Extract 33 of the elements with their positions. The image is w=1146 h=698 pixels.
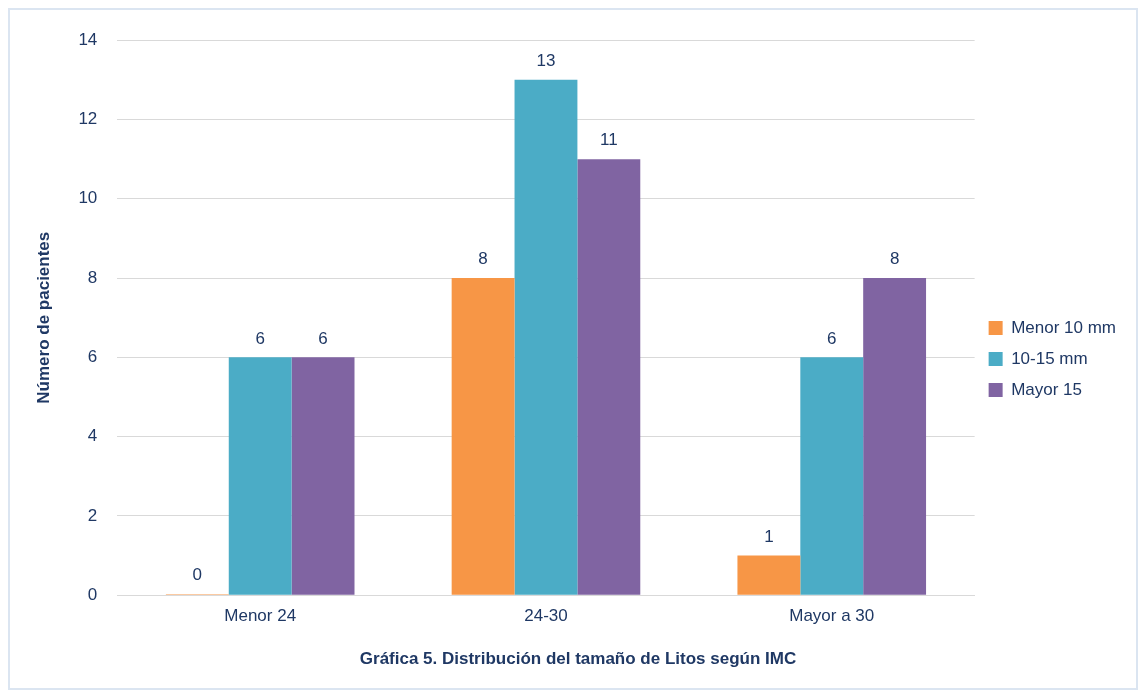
y-tick-label: 8 <box>87 267 98 287</box>
legend-label: 10-15 mm <box>1011 348 1088 368</box>
legend-label: Mayor 15 <box>1011 379 1083 399</box>
y-tick-label: 6 <box>87 347 98 367</box>
legend-label: Menor 10 mm <box>1011 317 1117 337</box>
y-tick-label: 2 <box>87 505 98 525</box>
y-tick-label: 0 <box>87 584 98 604</box>
text: Gráfica 5. Distribución del tamaño de Litos según IMC <box>359 649 797 669</box>
data-label: 13 <box>536 51 556 71</box>
data-label: 6 <box>255 328 265 348</box>
data-label: 8 <box>889 249 900 269</box>
bar <box>514 79 578 595</box>
y-tick-label: 12 <box>78 109 98 129</box>
data-label: 11 <box>600 130 618 150</box>
bar <box>228 357 292 595</box>
data-label: 6 <box>318 328 328 348</box>
bar <box>291 357 355 595</box>
bar <box>800 357 864 595</box>
bar <box>737 555 801 595</box>
x-tick-label: Mayor a 30 <box>789 606 875 626</box>
y-tick-label: 4 <box>87 426 98 446</box>
data-label: 1 <box>764 526 774 546</box>
data-label: 0 <box>192 565 203 585</box>
bar <box>451 278 515 595</box>
data-label: 8 <box>478 249 488 269</box>
y-tick-label: 10 <box>78 188 98 208</box>
y-axis-title: Número de pacientes <box>33 231 53 404</box>
x-tick-label: Menor 24 <box>224 606 297 626</box>
bar <box>863 278 927 595</box>
bar <box>577 159 641 595</box>
data-label: 6 <box>827 328 837 348</box>
y-tick-label: 14 <box>78 29 98 49</box>
x-tick-label: 24-30 <box>524 606 568 626</box>
